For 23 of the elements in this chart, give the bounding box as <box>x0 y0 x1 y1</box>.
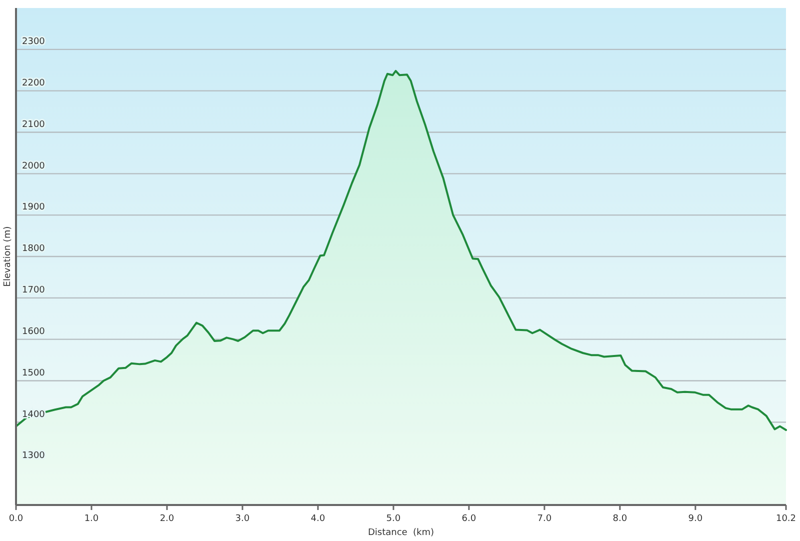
x-tick-label: 7.0 <box>537 514 552 524</box>
y-tick-label: 1700 <box>22 286 46 296</box>
x-tick-label: 2.0 <box>160 514 174 524</box>
x-tick-label: 5.0 <box>386 514 401 524</box>
x-tick-label: 6.0 <box>462 514 476 524</box>
x-tick-label: 9.0 <box>688 514 703 524</box>
y-tick-label: 2100 <box>22 120 46 130</box>
y-tick-label: 1600 <box>22 326 46 337</box>
x-tick-label: 1.0 <box>84 514 99 524</box>
x-tick-label: 10.2 <box>776 514 796 524</box>
y-tick-label: 1500 <box>22 368 46 378</box>
y-tick-label: 1800 <box>22 244 46 254</box>
y-axis-title: Elevation (m) <box>3 226 13 287</box>
x-axis-title: Distance (km) <box>368 528 434 538</box>
y-tick-label: 2200 <box>22 78 46 88</box>
x-tick-label: 4.0 <box>310 514 326 524</box>
x-tick-label: 8.0 <box>612 514 628 524</box>
y-tick-label: 2000 <box>22 161 46 172</box>
y-tick-label: 2300 <box>22 37 46 48</box>
y-tick-label: 1300 <box>22 451 46 462</box>
x-tick-label: 3.0 <box>235 514 250 524</box>
y-tick-label: 1900 <box>22 202 46 213</box>
x-tick-label: 0.0 <box>8 514 24 524</box>
